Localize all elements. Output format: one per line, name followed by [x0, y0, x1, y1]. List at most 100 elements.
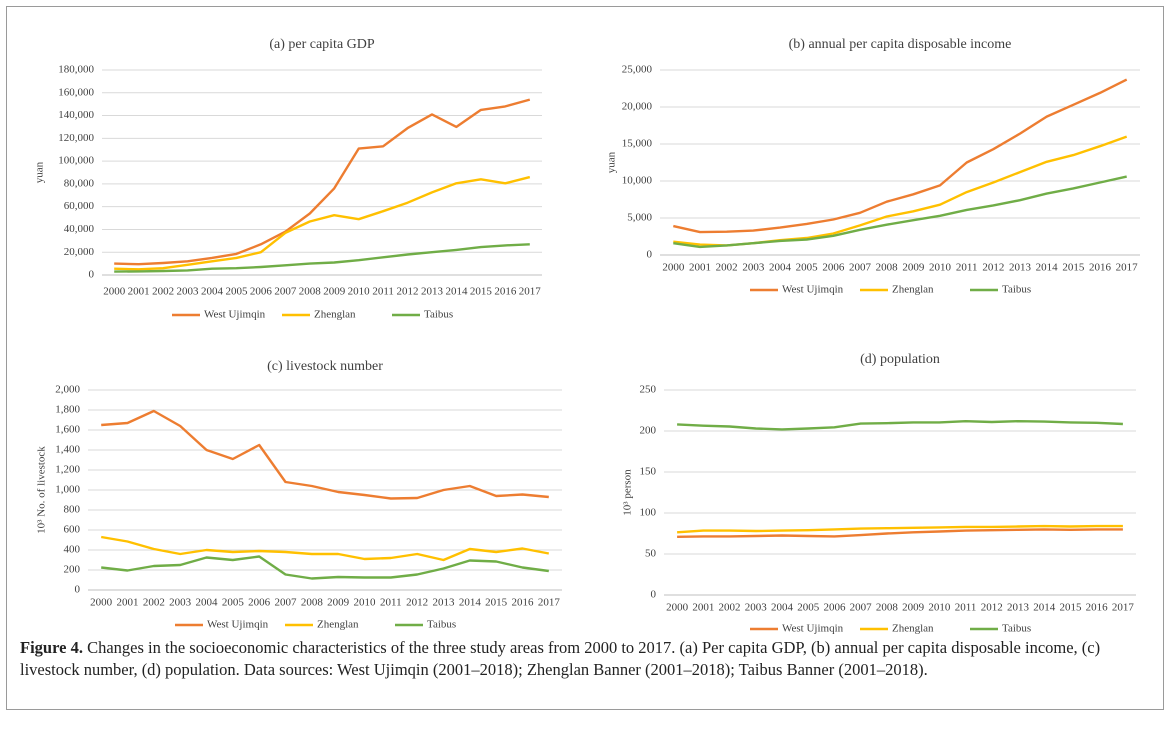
x-tick-label: 2016	[494, 286, 517, 298]
y-tick-label: 800	[64, 504, 81, 516]
data-line	[677, 524, 1123, 534]
x-tick-label: 2015	[470, 286, 493, 298]
x-tick-label: 2017	[538, 597, 561, 609]
x-tick-label: 2014	[445, 286, 468, 298]
caption-text: Changes in the socioeconomic characteris…	[20, 638, 1101, 679]
x-tick-label: 2001	[117, 597, 139, 609]
x-tick-label: 2008	[876, 602, 899, 614]
x-tick-label: 2009	[327, 597, 350, 609]
y-tick-label: 600	[64, 524, 81, 536]
y-tick-label: 15,000	[622, 138, 653, 150]
x-tick-label: 2007	[275, 597, 298, 609]
y-axis-label: 10³ person	[622, 469, 634, 516]
x-tick-label: 2005	[797, 602, 820, 614]
x-tick-label: 2007	[850, 602, 873, 614]
chart-title: (d) population	[860, 352, 940, 367]
data-line	[114, 175, 531, 271]
x-tick-label: 2005	[796, 262, 819, 274]
x-tick-label: 2012	[406, 597, 428, 609]
x-tick-label: 2002	[716, 262, 738, 274]
y-tick-label: 5,000	[627, 212, 652, 224]
y-tick-label: 250	[640, 384, 657, 396]
x-tick-label: 2005	[225, 286, 248, 298]
x-tick-label: 2004	[771, 602, 794, 614]
y-tick-label: 200	[640, 425, 657, 437]
x-tick-label: 2004	[769, 262, 792, 274]
x-tick-label: 2010	[348, 286, 371, 298]
y-tick-label: 120,000	[58, 132, 94, 144]
y-tick-label: 40,000	[64, 223, 95, 235]
x-tick-label: 2001	[128, 286, 150, 298]
y-tick-label: 0	[651, 589, 657, 601]
y-tick-label: 0	[89, 269, 95, 281]
x-tick-label: 2015	[485, 597, 508, 609]
x-tick-label: 2008	[876, 262, 899, 274]
data-line	[101, 409, 549, 500]
caption-label: Figure 4.	[20, 638, 83, 657]
x-tick-label: 2000	[90, 597, 113, 609]
x-tick-label: 2011	[955, 602, 977, 614]
x-tick-label: 2013	[421, 286, 444, 298]
data-line	[677, 420, 1123, 431]
y-tick-label: 400	[64, 544, 81, 556]
x-tick-label: 2002	[719, 602, 741, 614]
x-tick-label: 2003	[742, 262, 765, 274]
y-axis-label: yuan	[34, 161, 46, 183]
data-line	[114, 98, 531, 266]
x-tick-label: 2016	[1089, 262, 1112, 274]
x-tick-label: 2000	[662, 262, 685, 274]
x-tick-label: 2012	[397, 286, 419, 298]
data-line	[114, 243, 530, 273]
x-tick-label: 2006	[248, 597, 271, 609]
x-tick-label: 2010	[928, 602, 951, 614]
x-tick-label: 2007	[849, 262, 872, 274]
y-tick-label: 1,400	[55, 444, 80, 456]
x-tick-label: 2014	[1036, 262, 1059, 274]
y-tick-label: 160,000	[58, 86, 94, 98]
y-tick-label: 0	[647, 249, 653, 261]
x-tick-label: 2012	[981, 602, 1003, 614]
chart-title: (a) per capita GDP	[269, 37, 375, 52]
y-tick-label: 1,600	[55, 424, 80, 436]
y-tick-label: 0	[75, 584, 81, 596]
figure-frame	[6, 6, 1164, 710]
data-line	[100, 535, 550, 562]
x-tick-label: 2012	[982, 262, 1004, 274]
x-tick-label: 2010	[929, 262, 952, 274]
x-tick-label: 2017	[1112, 602, 1135, 614]
legend-label: West Ujimqin	[207, 619, 269, 631]
data-line	[673, 78, 1128, 234]
data-line	[673, 175, 1127, 249]
x-tick-label: 2011	[956, 262, 978, 274]
y-axis-label: yuan	[606, 151, 618, 173]
y-tick-label: 200	[64, 564, 81, 576]
x-tick-label: 2005	[222, 597, 245, 609]
x-tick-label: 2017	[519, 286, 542, 298]
y-tick-label: 2,000	[55, 384, 80, 396]
x-tick-label: 2013	[1009, 262, 1032, 274]
y-tick-label: 100,000	[58, 155, 94, 167]
x-tick-label: 2013	[433, 597, 456, 609]
chart-title: (b) annual per capita disposable income	[789, 37, 1012, 52]
y-tick-label: 180,000	[58, 64, 94, 76]
x-tick-label: 2006	[822, 262, 845, 274]
y-tick-label: 100	[640, 507, 657, 519]
x-tick-label: 2004	[196, 597, 219, 609]
figure-caption: Figure 4. Changes in the socioeconomic c…	[20, 637, 1145, 681]
x-tick-label: 2001	[689, 262, 711, 274]
x-tick-label: 2011	[380, 597, 402, 609]
x-tick-label: 2010	[354, 597, 377, 609]
x-tick-label: 2008	[299, 286, 322, 298]
x-tick-label: 2017	[1116, 262, 1139, 274]
x-tick-label: 2004	[201, 286, 224, 298]
y-tick-label: 80,000	[64, 177, 95, 189]
chart-title: (c) livestock number	[267, 359, 383, 374]
legend-label: Taibus	[424, 309, 453, 321]
x-tick-label: 2009	[323, 286, 346, 298]
x-tick-label: 2002	[143, 597, 165, 609]
x-tick-label: 2015	[1059, 602, 1082, 614]
x-tick-label: 2016	[512, 597, 535, 609]
x-tick-label: 2013	[1007, 602, 1030, 614]
y-tick-label: 150	[640, 466, 657, 478]
